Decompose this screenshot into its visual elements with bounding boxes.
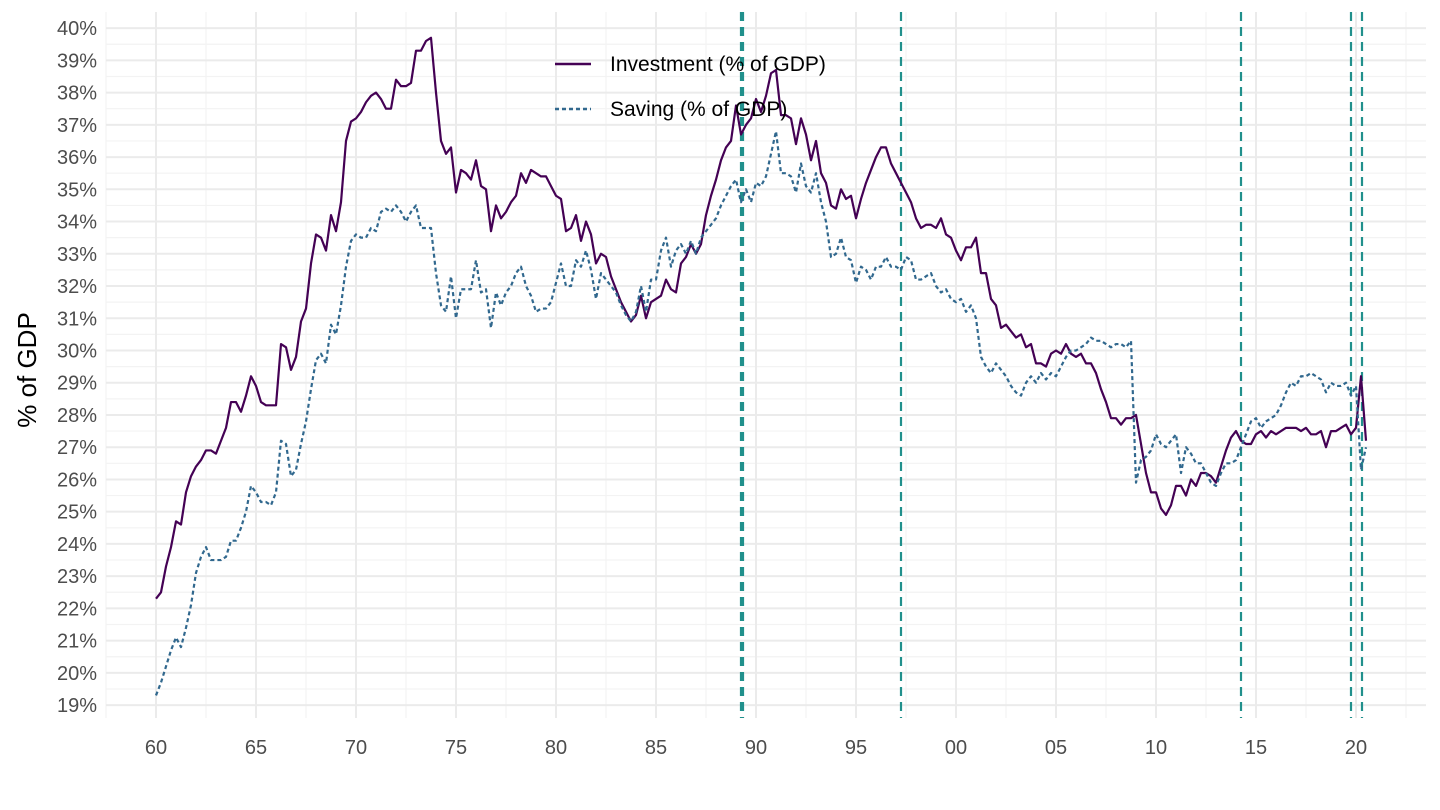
legend-label-saving: Saving (% of GDP) — [610, 98, 787, 121]
series-line-investment — [155, 36, 1368, 600]
y-tick-label: 28% — [57, 405, 97, 427]
major-gridlines — [106, 12, 1426, 718]
y-tick-label: 29% — [57, 373, 97, 395]
minor-gridlines — [105, 12, 1426, 718]
y-tick-label: 39% — [57, 50, 97, 72]
y-tick-label: 33% — [57, 244, 97, 266]
x-tick-label: 80 — [545, 737, 567, 759]
x-tick-label: 75 — [445, 737, 467, 759]
series-line-saving — [154, 130, 1368, 696]
x-axis-tick-labels: 60 65 70 75 80 85 90 95 00 05 10 15 20 — [145, 737, 1367, 759]
x-tick-label: 20 — [1345, 737, 1367, 759]
x-tick-label: 10 — [1145, 737, 1167, 759]
y-axis-title: % of GDP — [12, 312, 42, 428]
y-tick-label: 27% — [57, 437, 97, 459]
x-tick-label: 90 — [745, 737, 767, 759]
y-tick-label: 21% — [57, 631, 97, 653]
y-tick-label: 20% — [57, 663, 97, 685]
y-tick-label: 25% — [57, 502, 97, 524]
y-tick-label: 23% — [57, 566, 97, 588]
y-tick-label: 34% — [57, 212, 97, 234]
y-tick-label: 35% — [57, 179, 97, 201]
x-tick-label: 70 — [345, 737, 367, 759]
legend-label-investment: Investment (% of GDP) — [610, 53, 826, 76]
y-tick-label: 22% — [57, 598, 97, 620]
y-tick-label: 19% — [57, 695, 97, 717]
y-axis-tick-labels: 19% 20% 21% 22% 23% 24% 25% 26% 27% 28% 29% 30% 31% 3… — [57, 18, 97, 717]
x-tick-label: 05 — [1045, 737, 1067, 759]
series-lines — [154, 36, 1368, 696]
y-tick-label: 31% — [57, 308, 97, 330]
x-tick-label: 15 — [1245, 737, 1267, 759]
x-tick-label: 85 — [645, 737, 667, 759]
x-tick-label: 65 — [245, 737, 267, 759]
x-tick-label: 60 — [145, 737, 167, 759]
x-tick-label: 95 — [845, 737, 867, 759]
y-tick-label: 37% — [57, 115, 97, 137]
y-tick-label: 38% — [57, 83, 97, 105]
y-tick-label: 24% — [57, 534, 97, 556]
y-tick-label: 32% — [57, 276, 97, 298]
reference-vlines — [739, 12, 1364, 718]
y-tick-label: 40% — [57, 18, 97, 40]
x-tick-label: 00 — [945, 737, 967, 759]
y-tick-label: 26% — [57, 469, 97, 491]
legend: Investment (% of GDP) Saving (% of GDP) — [555, 53, 826, 121]
y-tick-label: 30% — [57, 340, 97, 362]
y-tick-label: 36% — [57, 147, 97, 169]
